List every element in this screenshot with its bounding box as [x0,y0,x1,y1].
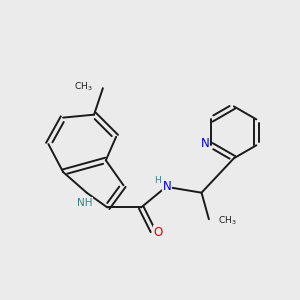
Text: NH: NH [77,198,93,208]
Text: O: O [154,226,163,239]
Text: N: N [162,180,171,193]
Text: N: N [201,137,209,150]
Text: CH$_3$: CH$_3$ [74,80,93,93]
Text: CH$_3$: CH$_3$ [218,214,236,227]
Text: H: H [154,176,161,185]
